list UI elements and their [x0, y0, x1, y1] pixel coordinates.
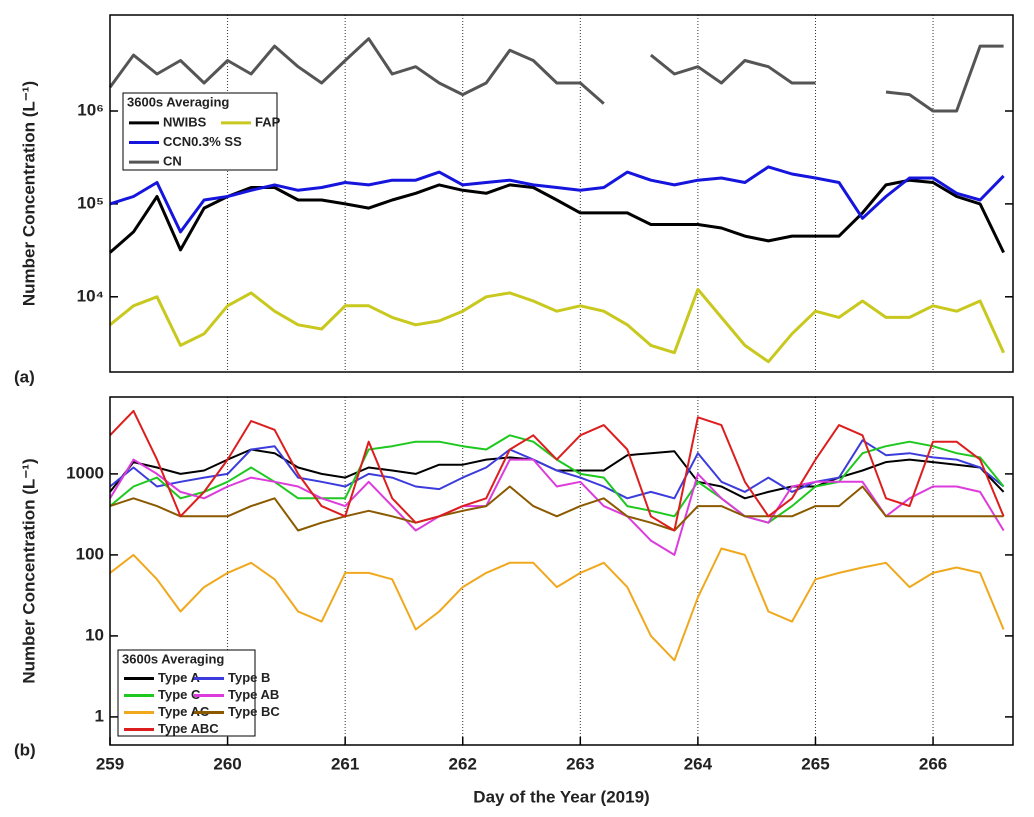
legend-label: Type A [158, 670, 201, 685]
series-line [109, 409, 1005, 532]
y-axis-label: Number Concentration (L⁻¹) [19, 81, 38, 306]
panel-label: (a) [14, 367, 35, 386]
x-tick-label: 262 [449, 754, 477, 773]
series-line [109, 458, 1005, 556]
y-axis-label: Number Concentration (L⁻¹) [19, 458, 38, 683]
x-tick-label: 259 [96, 754, 124, 773]
y-tick-label: 10⁴ [77, 286, 104, 305]
legend-box [117, 649, 256, 737]
y-tick-label: 10⁶ [77, 100, 104, 119]
series-line [109, 485, 1004, 532]
legend-label: CN [163, 154, 182, 169]
legend-label: Type AC [158, 704, 210, 719]
x-tick-label: 263 [566, 754, 594, 773]
plot-frame [109, 396, 1014, 746]
legend-label: CCN0.3% SS [163, 134, 242, 149]
y-tick-label: 1 [95, 706, 104, 725]
x-tick-label: 266 [919, 754, 947, 773]
legend-label: NWIBS [163, 114, 207, 129]
legend-box [122, 92, 278, 171]
legend-label: Type C [158, 687, 201, 702]
series-line [109, 165, 1005, 234]
x-axis-label: Day of the Year (2019) [473, 787, 649, 806]
legend-label: Type ABC [158, 721, 219, 736]
x-tick-label: 260 [213, 754, 241, 773]
y-tick-label: 10⁵ [77, 193, 104, 212]
legend-label: FAP [255, 114, 281, 129]
x-tick-label: 261 [331, 754, 359, 773]
series-line [109, 439, 1005, 500]
legend-title: 3600s Averaging [127, 94, 229, 109]
y-tick-label: 100 [76, 544, 104, 563]
series-line [108, 37, 1004, 113]
plot-frame [109, 14, 1014, 373]
legend-label: Type B [228, 670, 270, 685]
legend-label: Type BC [228, 704, 280, 719]
panel-label: (b) [14, 740, 36, 759]
y-tick-label: 1000 [66, 463, 104, 482]
y-tick-label: 10 [85, 625, 104, 644]
legend-title: 3600s Averaging [122, 651, 224, 666]
x-tick-label: 264 [684, 754, 713, 773]
x-tick-label: 265 [801, 754, 829, 773]
series-line [109, 547, 1005, 662]
legend-label: Type AB [228, 687, 279, 702]
series-line [109, 287, 1005, 364]
